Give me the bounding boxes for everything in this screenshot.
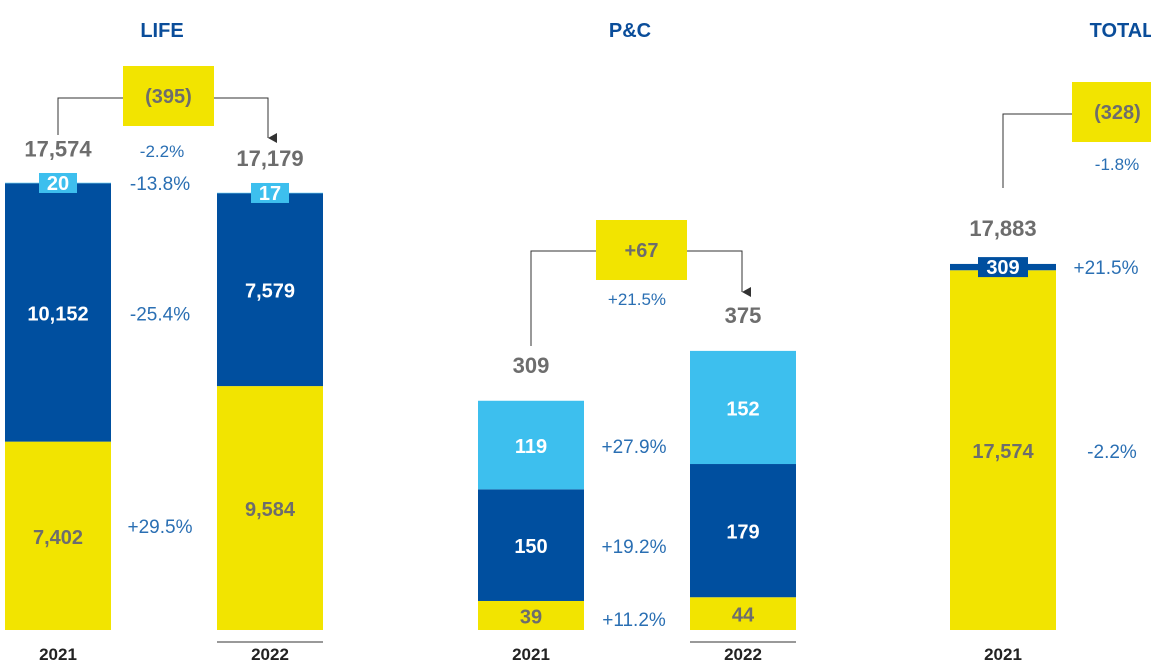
pc-bar-2022-seg-2 — [690, 350, 796, 465]
pc-seg-label-2022-1: 179 — [726, 522, 759, 544]
total-change-box — [1072, 82, 1151, 142]
pc-bar-2021-seg-2 — [478, 400, 584, 490]
pc-series-change-0: +11.2% — [602, 610, 666, 631]
pc-bar-2022-seg-1 — [690, 464, 796, 598]
total-series-change-1: +21.5% — [1074, 258, 1139, 279]
life-bar-2021-seg-0 — [5, 441, 111, 630]
pc-series-change-2: +27.9% — [602, 437, 667, 458]
life-change-box — [123, 66, 214, 126]
pc-seg-label-2022-2: 152 — [726, 398, 759, 420]
pc-bar-2022-seg-0 — [690, 597, 796, 630]
total-category-2021: 2021 — [984, 645, 1022, 664]
life-seg-label-2022-2: 17 — [259, 183, 281, 205]
life-seg-label-2022-0: 9,584 — [245, 499, 296, 521]
pc-seg-label-2021-0: 39 — [520, 606, 542, 628]
life-change-pct: -2.2% — [140, 142, 184, 161]
life-total-2021: 17,574 — [24, 137, 92, 162]
life-bar-2022-seg-1 — [217, 193, 323, 387]
pc-seg-label-2022-0: 44 — [732, 605, 755, 627]
life-connector-left — [57, 97, 123, 135]
life-seg-label-2022-1: 7,579 — [245, 281, 295, 303]
total-seg-label-2021-1: 309 — [986, 257, 1019, 279]
life-change-value: (395) — [145, 86, 192, 108]
pc-category-2022: 2022 — [724, 645, 762, 664]
pc-title: P&C — [609, 20, 651, 42]
pc-seg-label-2021-1: 150 — [514, 536, 547, 558]
life-title: LIFE — [140, 20, 183, 42]
life-total-2022: 17,179 — [236, 146, 303, 171]
pc-bar-2021-seg-1 — [478, 489, 584, 601]
total-seg-label-2021-0: 17,574 — [972, 441, 1034, 463]
pc-change-pct: +21.5% — [608, 290, 666, 309]
life-seg-label-2021-0: 7,402 — [33, 527, 83, 549]
pc-bar-2021-seg-0 — [478, 600, 584, 630]
total-series-change-0: -2.2% — [1087, 442, 1137, 463]
pc-change-value: +67 — [625, 240, 659, 262]
life-seg-label-box-2021-2 — [39, 172, 77, 193]
life-series-change-1: -25.4% — [130, 304, 190, 325]
life-bar-2022-seg-0 — [217, 386, 323, 630]
life-connector-right — [214, 97, 277, 143]
pc-total-2021: 309 — [513, 353, 550, 378]
pc-total-2022: 375 — [725, 303, 762, 328]
life-series-change-2: -13.8% — [130, 174, 190, 195]
pc-series-change-1: +19.2% — [602, 537, 667, 558]
life-category-2022: 2022 — [251, 645, 289, 664]
pc-connector-left — [530, 250, 596, 346]
total-connector-left — [1002, 113, 1072, 188]
life-category-2021: 2021 — [39, 645, 77, 664]
pc-change-box — [596, 220, 687, 280]
pc-category-2021: 2021 — [512, 645, 550, 664]
total-title: TOTAL — [1090, 20, 1151, 42]
total-bar-2021-seg-0 — [950, 270, 1056, 630]
life-series-change-0: +29.5% — [128, 517, 193, 538]
total-change-pct: -1.8% — [1095, 155, 1139, 174]
pc-connector-right — [687, 250, 751, 297]
total-seg-label-box-2021-1 — [978, 257, 1028, 278]
life-seg-label-box-2022-2 — [251, 182, 289, 203]
life-bar-2021-seg-1 — [5, 183, 111, 442]
total-total-2021: 17,883 — [969, 216, 1036, 241]
life-seg-label-2021-2: 20 — [47, 173, 69, 195]
pc-seg-label-2021-2: 119 — [515, 436, 547, 458]
total-change-value: (328) — [1094, 102, 1141, 124]
life-seg-label-2021-1: 10,152 — [27, 303, 88, 325]
